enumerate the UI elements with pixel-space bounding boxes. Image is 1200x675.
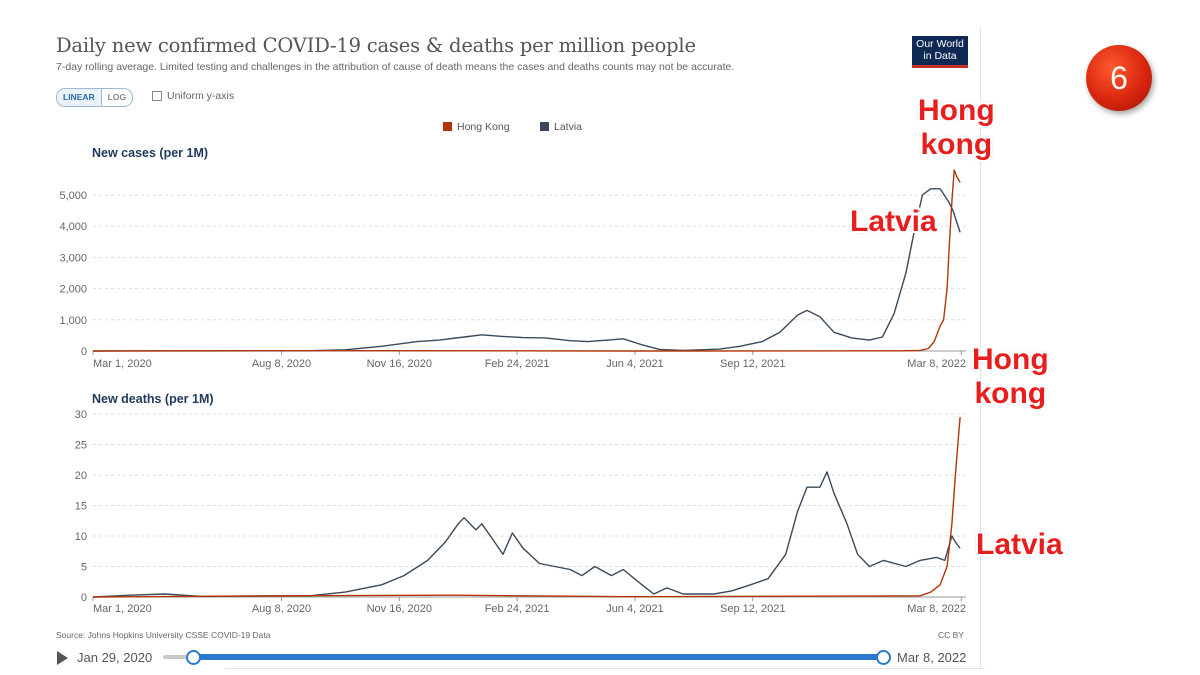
chart-frame-border [980, 28, 981, 668]
deaths-y-tick-label: 20 [75, 470, 87, 482]
number-badge: 6 [1086, 45, 1152, 111]
legend-label-latvia: Latvia [554, 121, 582, 133]
deaths-x-tick-label: Nov 16, 2020 [367, 603, 432, 615]
logo-line-2: in Data [923, 50, 957, 62]
cases-x-tick-label: Feb 24, 2021 [485, 358, 550, 370]
cases-y-tick-label: 1,000 [59, 315, 87, 327]
uniform-y-axis-label: Uniform y-axis [167, 90, 235, 102]
source-note: Source: Johns Hopkins University CSSE CO… [56, 630, 271, 640]
log-scale-button[interactable]: LOG [107, 92, 127, 102]
deaths-y-tick-label: 30 [75, 409, 87, 421]
play-icon[interactable] [57, 651, 68, 665]
annotation-cases-latvia: Latvia [850, 205, 937, 238]
deaths-x-tick-label: Aug 8, 2020 [252, 603, 311, 615]
checkbox-icon[interactable] [152, 91, 162, 101]
timeline-start-handle[interactable] [186, 650, 201, 665]
deaths-x-tick-label: Jun 4, 2021 [606, 603, 664, 615]
timeline: Jan 29, 2020 Mar 8, 2022 [56, 646, 976, 668]
cases-y-tick-label: 2,000 [59, 284, 87, 296]
timeline-selected-range[interactable] [192, 654, 882, 660]
cases-series-line-hong-kong [92, 169, 961, 352]
legend-swatch-latvia [540, 122, 549, 131]
cases-y-tick-label: 3,000 [59, 252, 87, 264]
deaths-y-tick-label: 10 [75, 531, 87, 543]
timeline-end-date: Mar 8, 2022 [897, 650, 967, 665]
owid-logo[interactable]: Our World in Data [912, 36, 968, 68]
deaths-y-tick-label: 5 [81, 562, 87, 574]
deaths-x-tick-label: Sep 12, 2021 [720, 603, 785, 615]
deaths-x-tick-label: Feb 24, 2021 [485, 603, 550, 615]
cases-y-tick-label: 5,000 [59, 190, 87, 202]
timeline-start-date: Jan 29, 2020 [77, 650, 153, 665]
deaths-x-tick-label: Mar 8, 2022 [907, 603, 966, 615]
deaths-y-tick-label: 15 [75, 501, 87, 513]
cases-x-tick-label: Aug 8, 2020 [252, 358, 311, 370]
cases-series-line-latvia [92, 188, 961, 352]
cases-chart-title: New cases (per 1M) [92, 146, 208, 160]
cases-y-tick-label: 4,000 [59, 221, 87, 233]
uniform-y-axis-toggle[interactable]: Uniform y-axis [152, 90, 234, 102]
cases-x-tick-label: Mar 8, 2022 [907, 358, 966, 370]
cases-y-tick-label: 0 [81, 346, 87, 358]
deaths-x-tick-label: Mar 1, 2020 [93, 603, 152, 615]
deaths-chart-title: New deaths (per 1M) [92, 392, 214, 406]
cases-x-tick-label: Nov 16, 2020 [367, 358, 432, 370]
linear-scale-button[interactable]: LINEAR [57, 89, 102, 106]
legend-swatch-hong-kong [443, 122, 452, 131]
scale-toggle: LINEAR LOG [56, 88, 134, 107]
deaths-y-tick-label: 25 [75, 440, 87, 452]
deaths-series-line-hong-kong [92, 417, 961, 598]
annotation-deaths-hong-kong: Hong kong [972, 343, 1049, 410]
chart-subtitle: 7-day rolling average. Limited testing a… [56, 61, 735, 73]
legend-label-hong-kong: Hong Kong [457, 121, 510, 133]
chart-frame-bottom [225, 668, 985, 669]
cases-x-tick-label: Mar 1, 2020 [93, 358, 152, 370]
license-link[interactable]: CC BY [938, 630, 964, 640]
logo-line-1: Our World [916, 38, 964, 50]
annotation-cases-hong-kong: Hong kong [918, 94, 995, 161]
deaths-y-tick-label: 0 [81, 592, 87, 604]
chart-title: Daily new confirmed COVID-19 cases & dea… [56, 34, 696, 57]
timeline-end-handle[interactable] [876, 650, 891, 665]
annotation-deaths-latvia: Latvia [976, 528, 1063, 561]
cases-x-tick-label: Jun 4, 2021 [606, 358, 664, 370]
deaths-series-line-latvia [92, 471, 961, 598]
cases-x-tick-label: Sep 12, 2021 [720, 358, 785, 370]
